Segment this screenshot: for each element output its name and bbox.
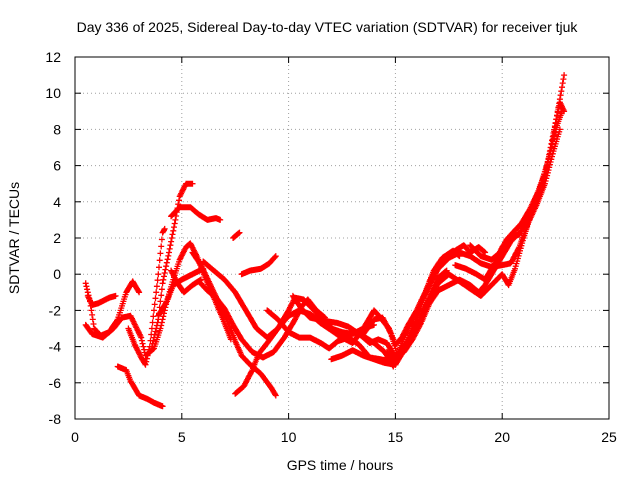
series-markers	[238, 253, 279, 278]
chart-title: Day 336 of 2025, Sidereal Day-to-day VTE…	[77, 19, 579, 35]
y-tick-label: 8	[53, 121, 61, 137]
series-arc-15	[238, 253, 279, 278]
x-tick-label: 10	[281, 429, 297, 445]
x-tick-label: 5	[178, 429, 186, 445]
grid-lines	[75, 57, 609, 419]
y-tick-label: 10	[45, 85, 61, 101]
y-tick-label: 4	[53, 194, 61, 210]
y-tick-label: 6	[53, 158, 61, 174]
axis-ticks: 0 5 10 15 20 25 -8 -6 -4 -2 0 2 4 6 8 10 12	[45, 49, 617, 445]
series-markers	[114, 363, 166, 410]
x-tick-label: 25	[601, 429, 617, 445]
y-axis-title: SDTVAR / TECUs	[6, 182, 22, 294]
series-markers	[125, 225, 168, 368]
series-arc-24	[467, 99, 568, 263]
x-tick-label: 0	[71, 429, 79, 445]
series-markers	[84, 292, 119, 308]
series-markers	[467, 99, 568, 263]
series-markers	[230, 229, 243, 241]
x-tick-label: 15	[388, 429, 404, 445]
series-arc-6	[148, 180, 196, 350]
y-tick-label: 0	[53, 266, 61, 282]
series-arc-3	[82, 265, 207, 359]
y-tick-label: -6	[49, 375, 62, 391]
y-tick-label: -2	[49, 302, 62, 318]
series-arc-8	[168, 204, 224, 223]
x-tick-label: 20	[494, 429, 510, 445]
series-arc-5	[125, 225, 168, 368]
series-markers	[148, 180, 196, 350]
series-arc-2	[84, 292, 119, 308]
y-tick-label: 2	[53, 230, 61, 246]
y-tick-label: 12	[45, 49, 61, 65]
series-arc-13	[230, 229, 243, 241]
y-tick-label: -4	[49, 339, 62, 355]
series-markers	[82, 265, 207, 359]
series-markers	[168, 204, 224, 223]
y-tick-label: -8	[49, 411, 62, 427]
x-axis-title: GPS time / hours	[287, 457, 394, 473]
data-marks	[82, 72, 568, 410]
series-arc-4	[114, 363, 166, 410]
